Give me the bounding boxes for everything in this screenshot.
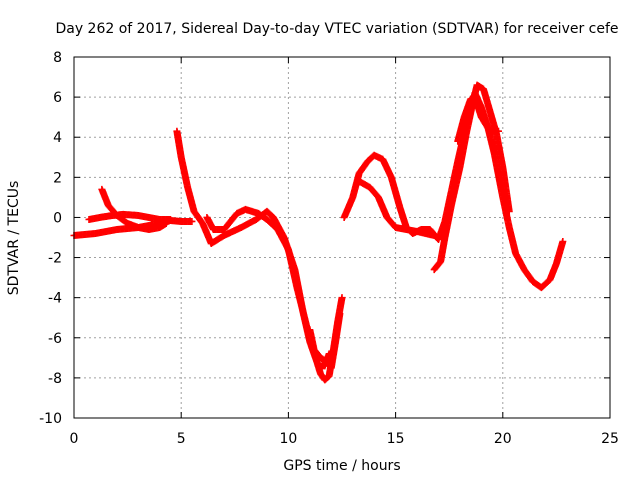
series-satellite-track-3 <box>98 185 170 233</box>
data-point <box>505 207 513 215</box>
series-satellite-track-8 <box>355 177 438 239</box>
x-tick-label: 0 <box>70 431 79 447</box>
x-tick-label: 25 <box>601 431 619 447</box>
x-axis: 0 5 10 15 20 25 <box>70 57 619 447</box>
series-satellite-track-9 <box>430 81 513 274</box>
x-tick-label: 20 <box>494 431 512 447</box>
series-satellite-track-6 <box>306 310 344 372</box>
series-satellite-track-5 <box>203 205 333 370</box>
data-point <box>188 217 196 225</box>
grid <box>74 57 610 418</box>
x-tick-label: 5 <box>177 431 186 447</box>
y-axis: -10 -8 -6 -4 -2 0 2 4 6 8 <box>39 50 610 427</box>
series-satellite-track-4 <box>173 127 346 384</box>
y-tick-label: 4 <box>53 130 62 146</box>
x-tick-label: 15 <box>387 431 405 447</box>
data-point <box>338 294 346 302</box>
series-satellite-track-2 <box>85 210 174 223</box>
data-point <box>495 127 503 135</box>
y-axis-label: SDTVAR / TECUs <box>6 181 22 296</box>
x-axis-label: GPS time / hours <box>283 458 400 474</box>
series-satellite-track-10 <box>454 93 503 145</box>
data-point <box>559 238 567 246</box>
y-tick-label: -2 <box>48 251 62 267</box>
y-tick-label: 0 <box>53 210 62 226</box>
chart-title: Day 262 of 2017, Sidereal Day-to-day VTE… <box>55 21 618 37</box>
y-tick-label: 2 <box>53 170 62 186</box>
data-point <box>166 215 174 223</box>
y-tick-label: -10 <box>39 411 62 427</box>
data-point <box>430 231 438 239</box>
y-tick-label: -8 <box>48 371 62 387</box>
plot-frame <box>73 56 611 419</box>
data-points <box>70 81 567 384</box>
data-point <box>336 310 344 318</box>
x-tick-label: 10 <box>279 431 297 447</box>
y-tick-label: 8 <box>53 50 62 66</box>
y-tick-label: -4 <box>48 291 62 307</box>
data-point <box>162 219 170 227</box>
y-tick-label: 6 <box>53 90 62 106</box>
y-tick-label: -6 <box>48 331 62 347</box>
